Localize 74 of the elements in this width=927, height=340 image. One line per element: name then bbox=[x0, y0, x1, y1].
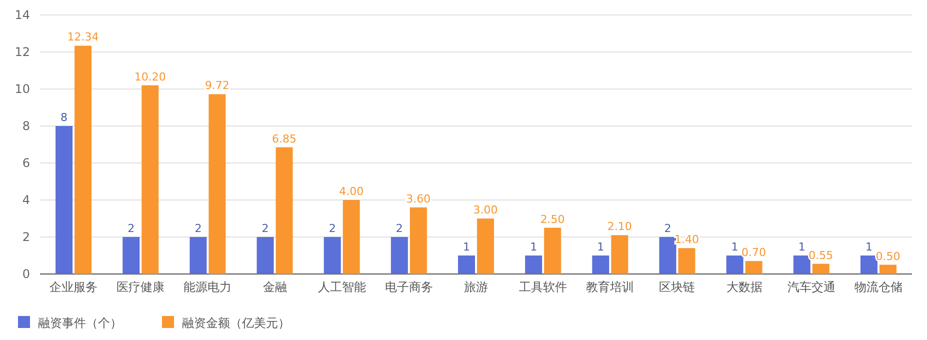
x-tick-label: 物流仓储 bbox=[854, 280, 902, 294]
x-tick-label: 汽车交通 bbox=[787, 280, 836, 294]
data-label: 2.10 bbox=[607, 220, 632, 234]
y-tick-label: 14 bbox=[14, 8, 30, 22]
bar bbox=[745, 261, 762, 274]
bar bbox=[208, 94, 226, 274]
x-tick-label: 区块链 bbox=[659, 280, 696, 294]
data-label: 1 bbox=[463, 240, 470, 254]
data-label: 2 bbox=[396, 222, 403, 235]
x-tick-label: 能源电力 bbox=[184, 280, 232, 294]
bar bbox=[726, 256, 744, 274]
x-tick-label: 人工智能 bbox=[318, 280, 366, 294]
y-tick-label: 12 bbox=[14, 45, 30, 59]
bar bbox=[324, 237, 341, 274]
y-tick-label: 6 bbox=[22, 156, 30, 170]
bar bbox=[390, 237, 408, 274]
bar bbox=[592, 256, 610, 274]
bar bbox=[812, 264, 830, 274]
data-label: 2.50 bbox=[540, 212, 565, 226]
data-label: 1 bbox=[530, 240, 538, 254]
bar bbox=[611, 235, 628, 274]
x-tick-label: 大数据 bbox=[726, 280, 762, 294]
y-tick-label: 2 bbox=[22, 230, 30, 244]
data-label: 2 bbox=[328, 222, 336, 235]
legend-label: 融资金额（亿美元） bbox=[182, 316, 290, 330]
data-label: 12.34 bbox=[67, 30, 99, 44]
bar bbox=[477, 218, 494, 274]
y-tick-label: 8 bbox=[22, 119, 30, 133]
x-tick-label: 教育培训 bbox=[586, 280, 634, 294]
bar bbox=[678, 248, 696, 274]
bar bbox=[56, 126, 73, 274]
x-tick-label: 工具软件 bbox=[519, 280, 568, 294]
y-tick-label: 10 bbox=[14, 82, 30, 96]
x-tick-label: 医疗健康 bbox=[116, 280, 165, 294]
bar bbox=[544, 228, 562, 274]
bar bbox=[410, 207, 427, 274]
data-label: 1 bbox=[597, 240, 604, 254]
data-label: 3.60 bbox=[406, 192, 431, 206]
x-tick-label: 旅游 bbox=[464, 280, 488, 294]
bar bbox=[879, 264, 896, 274]
data-label: 3.00 bbox=[473, 204, 498, 216]
data-label: 2 bbox=[262, 222, 269, 235]
data-label: 2 bbox=[194, 222, 202, 235]
bar bbox=[860, 256, 878, 274]
x-tick-label: 金融 bbox=[262, 280, 287, 294]
data-label: 0.55 bbox=[808, 248, 834, 262]
data-label: 6.85 bbox=[272, 132, 297, 146]
bar bbox=[74, 46, 92, 274]
y-tick-label: 4 bbox=[22, 193, 30, 207]
data-label: 0.50 bbox=[876, 250, 900, 263]
data-label: 9.72 bbox=[204, 79, 230, 92]
data-label: 0.70 bbox=[742, 246, 766, 260]
data-label: 1 bbox=[865, 240, 872, 254]
data-label: 4.00 bbox=[339, 185, 364, 198]
bar bbox=[793, 256, 810, 274]
bar bbox=[342, 200, 360, 274]
bar bbox=[659, 237, 676, 274]
bar bbox=[190, 237, 207, 274]
bar bbox=[458, 256, 475, 274]
bar bbox=[142, 85, 159, 274]
x-tick-label: 企业服务 bbox=[50, 280, 98, 294]
data-label: 10.20 bbox=[134, 70, 166, 84]
bar bbox=[276, 147, 293, 274]
y-tick-label: 0 bbox=[22, 267, 30, 281]
bar bbox=[525, 256, 542, 274]
data-label: 1 bbox=[731, 240, 738, 254]
bar bbox=[122, 237, 140, 274]
bar bbox=[256, 237, 274, 274]
data-label: 2 bbox=[128, 222, 135, 235]
x-tick-label: 电子商务 bbox=[384, 280, 433, 294]
legend-label: 融资事件（个） bbox=[38, 316, 122, 330]
data-label: 8 bbox=[60, 111, 68, 124]
data-label: 1 bbox=[798, 240, 806, 254]
data-label: 2 bbox=[664, 222, 672, 235]
